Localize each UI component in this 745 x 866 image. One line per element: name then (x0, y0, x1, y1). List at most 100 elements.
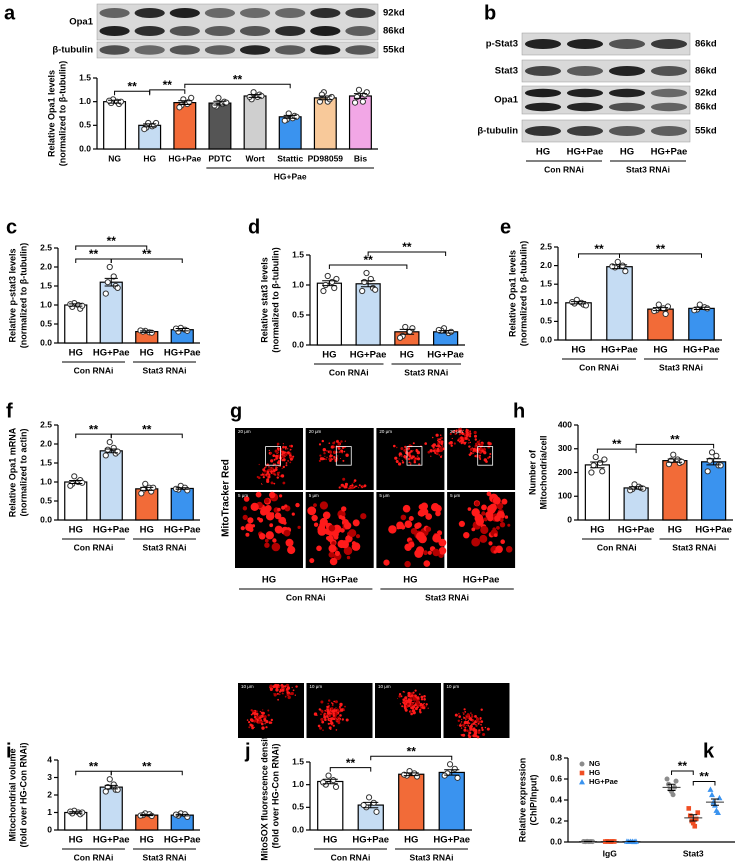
fluorescence-speck (431, 436, 434, 439)
x-tick-label: Stat3 (683, 848, 704, 858)
data-point (693, 816, 699, 822)
fluorescence-speck (340, 516, 346, 521)
fluorescence-speck (329, 557, 338, 566)
fluorescence-speck (318, 459, 321, 462)
fluorescence-speck (255, 491, 262, 498)
fluorescence-speck (439, 455, 443, 458)
fluorescence-speck (416, 457, 421, 461)
blot-band (134, 45, 165, 55)
fluorescence-speck (416, 701, 420, 705)
fluorescence-speck (411, 454, 414, 457)
fluorescence-speck (494, 515, 501, 522)
error-bar (667, 458, 683, 463)
fluorescence-speck (458, 715, 462, 718)
fluorescence-speck (481, 726, 484, 730)
fluorescence-speck (404, 445, 407, 449)
fluorescence-speck (414, 707, 418, 711)
scale-label: 10 μm (447, 684, 460, 689)
blot-band (239, 8, 271, 18)
inset-box (265, 446, 281, 466)
fluorescence-speck (423, 550, 428, 556)
lane-label: HG (536, 147, 550, 158)
fluorescence-speck (286, 451, 290, 455)
fluorescence-speck (332, 709, 335, 713)
fluorescence-speck (242, 506, 248, 511)
error-bar (283, 114, 297, 119)
fluorescence-speck (402, 504, 411, 513)
blot-band (650, 88, 688, 98)
scale-label: 5 μm (450, 493, 460, 498)
x-tick-label: HG (590, 525, 604, 536)
fluorescence-speck (430, 455, 432, 457)
blot-band (608, 88, 646, 98)
fluorescence-speck (271, 472, 275, 475)
fluorescence-speck (464, 726, 467, 729)
fluorescence-speck (407, 447, 411, 450)
fluorescence-speck (274, 512, 282, 520)
fluorescence-speck (471, 527, 476, 532)
fluorescence-speck (273, 458, 276, 461)
x-tick-label: HG+Pae (93, 525, 130, 536)
fluorescence-speck (408, 462, 410, 464)
micrograph (306, 683, 373, 738)
significance-label: ** (678, 759, 688, 773)
error-bar (104, 277, 118, 287)
y-tick-label: 1.5 (79, 72, 91, 82)
x-tick-label: HG (69, 835, 83, 846)
fluorescence-speck (258, 518, 264, 523)
data-point (331, 284, 338, 292)
fluorescence-speck (277, 507, 281, 512)
fluorescence-speck (398, 454, 401, 457)
fluorescence-speck (333, 700, 336, 703)
data-point (215, 94, 222, 101)
error-bar (353, 93, 367, 99)
fluorescence-speck (242, 514, 248, 521)
fluorescence-speck (485, 460, 488, 463)
fluorescence-speck (480, 724, 482, 726)
fluorescence-speck (278, 450, 280, 452)
fluorescence-speck (412, 450, 414, 452)
data-point (285, 110, 292, 117)
fluorescence-speck (340, 449, 344, 453)
fluorescence-speck (400, 447, 404, 450)
data-point (695, 810, 701, 815)
fluorescence-speck (403, 704, 406, 707)
fluorescence-speck (264, 723, 266, 725)
x-tick-label: HG+Pae (164, 525, 201, 536)
data-point (446, 761, 454, 768)
significance-bracket (671, 770, 694, 775)
fluorescence-speck (285, 688, 288, 690)
fluorescence-speck (319, 501, 328, 510)
fluorescence-speck (411, 528, 417, 533)
data-point (592, 453, 599, 461)
fluorescence-speck (467, 734, 470, 737)
error-bar (140, 330, 154, 333)
significance-label: ** (142, 247, 152, 261)
y-axis-label: Relative Opa1 levels (46, 70, 56, 157)
fluorescence-speck (258, 533, 266, 540)
data-point (330, 777, 337, 784)
data-point (707, 786, 714, 792)
fluorescence-speck (415, 457, 417, 460)
blot-size-label: 86kd (695, 102, 717, 113)
fluorescence-speck (274, 525, 283, 534)
significance-label: ** (142, 422, 152, 436)
y-tick-label: 0.5 (40, 318, 52, 328)
significance-label: ** (699, 770, 709, 784)
group-label: Stat3 RNAi (404, 367, 448, 377)
group-label: Con RNAi (74, 852, 114, 862)
fluorescence-speck (328, 459, 331, 461)
blot-band (275, 45, 306, 55)
significance-label: ** (89, 422, 99, 436)
fluorescence-speck (285, 683, 290, 688)
fluorescence-speck (438, 454, 441, 456)
fluorescence-speck (338, 486, 341, 489)
data-point (152, 119, 160, 127)
fluorescence-speck (481, 511, 486, 516)
error-bar (140, 486, 154, 491)
x-tick-label: HG (653, 345, 667, 356)
fluorescence-speck (471, 715, 474, 718)
significance-label: ** (407, 744, 417, 758)
fluorescence-speck (287, 448, 289, 450)
data-point (351, 99, 359, 106)
